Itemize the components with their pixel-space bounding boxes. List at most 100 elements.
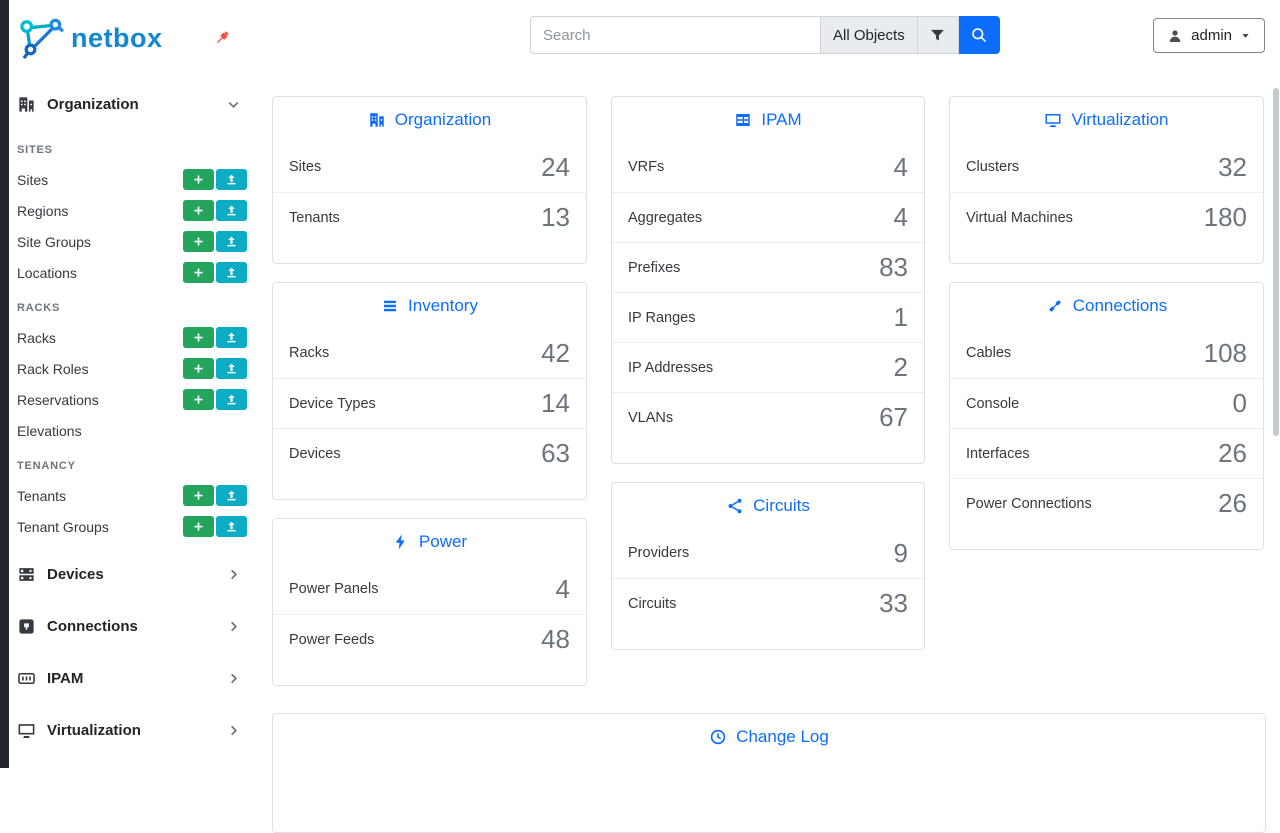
sidebar-item-tenants[interactable]: Tenants bbox=[17, 487, 67, 504]
sidebar-group-organization[interactable]: Organization bbox=[17, 84, 247, 124]
card-row[interactable]: Clusters 32 bbox=[950, 142, 1263, 192]
pin-icon[interactable] bbox=[213, 29, 231, 47]
page-scrollbar bbox=[1272, 0, 1280, 768]
card-row[interactable]: Power Feeds 48 bbox=[273, 614, 586, 664]
row-value: 0 bbox=[1232, 388, 1247, 418]
card-row[interactable]: Device Types 14 bbox=[273, 378, 586, 428]
plus-icon bbox=[194, 491, 203, 500]
sidebar-item-site-groups[interactable]: Site Groups bbox=[17, 233, 91, 250]
search-submit-button[interactable] bbox=[958, 16, 1000, 54]
card-row[interactable]: Virtual Machines 180 bbox=[950, 192, 1263, 242]
card-title-organization: Organization bbox=[273, 97, 586, 142]
history-icon bbox=[710, 729, 726, 744]
card-row[interactable]: VRFs 4 bbox=[612, 142, 924, 192]
import-button[interactable] bbox=[216, 327, 247, 348]
account-name: admin bbox=[1191, 27, 1232, 44]
quick-actions bbox=[183, 358, 247, 379]
card-row[interactable]: IP Addresses 2 bbox=[612, 342, 924, 392]
plus-icon bbox=[194, 237, 203, 246]
card-row[interactable]: Cables 108 bbox=[950, 328, 1263, 378]
import-button[interactable] bbox=[216, 231, 247, 252]
sidebar-item-locations[interactable]: Locations bbox=[17, 264, 77, 281]
upload-icon bbox=[227, 267, 236, 278]
row-label: Cables bbox=[966, 345, 1012, 361]
monitor-icon bbox=[1045, 113, 1061, 127]
card-row[interactable]: Racks 42 bbox=[273, 328, 586, 378]
import-button[interactable] bbox=[216, 358, 247, 379]
chevron-right-icon bbox=[226, 723, 241, 738]
card-row[interactable]: Sites 24 bbox=[273, 142, 586, 192]
netbox-logo[interactable]: netbox bbox=[17, 17, 163, 59]
scrollbar-thumb[interactable] bbox=[1273, 88, 1279, 436]
row-label: IP Ranges bbox=[628, 309, 696, 326]
add-button[interactable] bbox=[183, 516, 214, 537]
add-button[interactable] bbox=[183, 200, 214, 221]
add-button[interactable] bbox=[183, 169, 214, 190]
add-button[interactable] bbox=[183, 358, 214, 379]
sidebar-group-virtualization[interactable]: Virtualization bbox=[17, 708, 247, 752]
card-row[interactable]: IP Ranges 1 bbox=[612, 292, 924, 342]
sidebar-row-site-groups: Site Groups bbox=[17, 226, 247, 257]
row-value: 13 bbox=[541, 202, 570, 232]
sidebar-group-connections[interactable]: Connections bbox=[17, 604, 247, 648]
sidebar-item-tenant-groups[interactable]: Tenant Groups bbox=[17, 518, 109, 535]
plus-icon bbox=[194, 206, 203, 215]
card-row[interactable]: Power Connections 26 bbox=[950, 478, 1263, 528]
import-button[interactable] bbox=[216, 200, 247, 221]
sidebar-group-label: Connections bbox=[47, 617, 138, 635]
add-button[interactable] bbox=[183, 327, 214, 348]
card-title-change-log: Change Log bbox=[273, 714, 1265, 759]
sidebar-row-tenant-groups: Tenant Groups bbox=[17, 511, 247, 542]
row-label: Sites bbox=[289, 159, 322, 175]
card-row[interactable]: Circuits 33 bbox=[612, 578, 924, 628]
sidebar-row-sites: Sites bbox=[17, 164, 247, 195]
card-row[interactable]: Tenants 13 bbox=[273, 192, 586, 242]
import-button[interactable] bbox=[216, 262, 247, 283]
dashboard-column-3: Virtualization Clusters 32 Virtual Machi… bbox=[949, 96, 1264, 550]
chevron-down-icon bbox=[226, 97, 241, 112]
card-inventory: Inventory Racks 42 Device Types 14 Devic… bbox=[272, 282, 587, 500]
row-label: Clusters bbox=[966, 159, 1020, 175]
sidebar-item-racks[interactable]: Racks bbox=[17, 329, 56, 346]
card-row[interactable]: Power Panels 4 bbox=[273, 564, 586, 614]
chevron-right-icon bbox=[226, 567, 241, 582]
card-row[interactable]: Prefixes 83 bbox=[612, 242, 924, 292]
user-icon bbox=[1169, 29, 1181, 42]
add-button[interactable] bbox=[183, 262, 214, 283]
import-button[interactable] bbox=[216, 516, 247, 537]
sidebar-item-reservations[interactable]: Reservations bbox=[17, 391, 99, 408]
card-row[interactable]: VLANs 67 bbox=[612, 392, 924, 442]
row-value: 33 bbox=[879, 588, 908, 618]
import-button[interactable] bbox=[216, 485, 247, 506]
sidebar-item-regions[interactable]: Regions bbox=[17, 202, 69, 219]
card-row[interactable]: Interfaces 26 bbox=[950, 428, 1263, 478]
card-row[interactable]: Devices 63 bbox=[273, 428, 586, 478]
sidebar-item-sites[interactable]: Sites bbox=[17, 171, 49, 188]
sidebar-item-rack-roles[interactable]: Rack Roles bbox=[17, 360, 89, 377]
search-input[interactable] bbox=[530, 16, 821, 54]
add-button[interactable] bbox=[183, 485, 214, 506]
card-row[interactable]: Aggregates 4 bbox=[612, 192, 924, 242]
dashboard-column-2: IPAM VRFs 4 Aggregates 4 Prefixes 83 IP … bbox=[611, 96, 925, 650]
section-title-tenancy: TENANCY bbox=[17, 460, 76, 472]
row-value: 4 bbox=[555, 573, 570, 604]
sidebar: netbox Organization SITES Sites bbox=[0, 0, 256, 768]
import-button[interactable] bbox=[216, 389, 247, 410]
quick-actions bbox=[183, 389, 247, 410]
row-value: 24 bbox=[541, 151, 570, 182]
plus-icon bbox=[194, 333, 203, 342]
filter-button[interactable] bbox=[917, 16, 959, 54]
sidebar-item-elevations[interactable]: Elevations bbox=[17, 422, 82, 439]
object-type-dropdown[interactable]: All Objects bbox=[821, 16, 918, 54]
import-button[interactable] bbox=[216, 169, 247, 190]
sidebar-group-devices[interactable]: Devices bbox=[17, 552, 247, 596]
sidebar-group-ipam[interactable]: IPAM bbox=[17, 656, 247, 700]
add-button[interactable] bbox=[183, 231, 214, 252]
card-row[interactable]: Console 0 bbox=[950, 378, 1263, 428]
add-button[interactable] bbox=[183, 389, 214, 410]
funnel-icon bbox=[931, 29, 945, 40]
account-dropdown[interactable]: admin bbox=[1153, 18, 1265, 53]
dashboard-column-1: Organization Sites 24 Tenants 13 Invento… bbox=[272, 96, 587, 686]
row-value: 4 bbox=[893, 151, 908, 182]
card-row[interactable]: Providers 9 bbox=[612, 528, 924, 578]
